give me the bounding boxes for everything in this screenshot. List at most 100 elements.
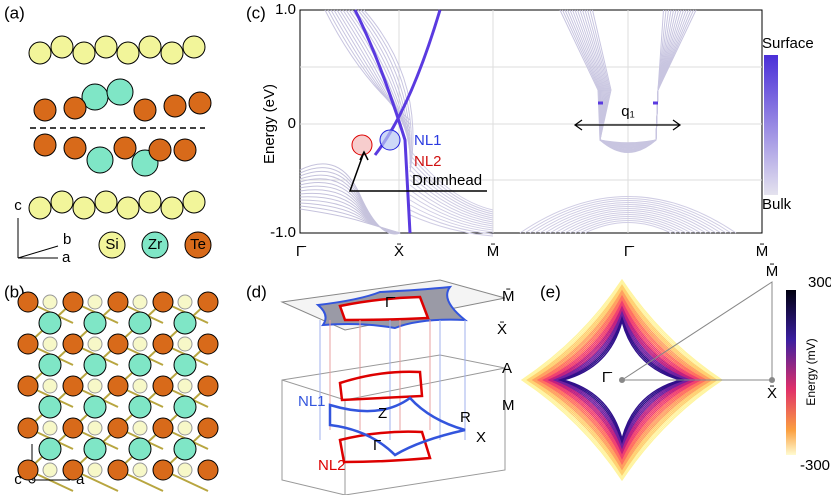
bulk-band [534, 202, 722, 234]
panel-e: (e) Energy (mV) 300 -300 M̄ Γ̄ X̄ [520, 263, 831, 482]
zr-atom [128, 353, 152, 377]
zr-atom [173, 437, 197, 461]
si-atom [116, 41, 140, 65]
nl2-proj [338, 295, 430, 322]
nl1-loop [328, 396, 466, 457]
bulk-band [348, 9, 411, 153]
zr-atom [38, 311, 62, 335]
colorbar-label: Surface [762, 35, 814, 52]
si-atom [50, 190, 74, 214]
te-atom [152, 333, 174, 355]
te-atom [107, 417, 129, 439]
x-tick-label: M̄ [756, 243, 769, 260]
point-label: A [502, 360, 512, 377]
te-atom [33, 133, 57, 157]
si-atom [72, 196, 96, 220]
bulk-band [409, 189, 494, 227]
si-atom [132, 420, 148, 436]
panel-c: (c) Energy (eV) 1.0 0 -1.0 Γ̄ X̄ M̄ Γ̄ M… [246, 1, 814, 260]
te-atom [197, 459, 219, 481]
x-tick-label: Γ̄ [296, 243, 306, 260]
bulk-band [569, 216, 687, 234]
bulk-band [354, 9, 411, 161]
te-atom [62, 291, 84, 313]
bulk-band [539, 204, 717, 234]
zr-atom [38, 437, 62, 461]
x-tick-label: M̄ [487, 243, 500, 260]
te-atom [133, 98, 157, 122]
si-atom [87, 294, 103, 310]
line-label: NL1 [298, 393, 326, 410]
te-atom [17, 417, 39, 439]
si-atom [50, 35, 74, 59]
zr-atom [86, 146, 114, 174]
zr-atom [128, 395, 152, 419]
te-atom [17, 459, 39, 481]
point-label: X̄ [497, 321, 507, 338]
si-atom [28, 196, 52, 220]
point-label: M̄ [502, 288, 515, 305]
bulk-band [559, 212, 697, 234]
bulk-band [409, 149, 494, 211]
legend-swatch [141, 231, 169, 259]
arrow [348, 150, 487, 192]
te-atom [152, 417, 174, 439]
si-atom [132, 336, 148, 352]
bulk-band [409, 169, 494, 219]
si-atom [87, 420, 103, 436]
si-atom [72, 41, 96, 65]
bulk-band [357, 9, 411, 165]
te-atom [148, 138, 172, 162]
te-atom [197, 375, 219, 397]
zr-atom [83, 437, 107, 461]
si-atom [42, 294, 58, 310]
te-atom [197, 417, 219, 439]
bulk-band [579, 220, 677, 234]
bulk-band [409, 194, 494, 229]
panel-d: (d) M̄ X̄ Γ̄ A M R ZΓ X NL1 NL2 [246, 279, 515, 496]
si-atom [87, 378, 103, 394]
bulk-band [519, 196, 737, 234]
bz-point [769, 377, 775, 383]
panel-b: (b) b c a [4, 282, 219, 492]
panel-label: (e) [540, 282, 561, 301]
y-tick-label: 1.0 [275, 1, 296, 18]
point-label: Z [378, 405, 387, 422]
zr-atom [83, 395, 107, 419]
zr-atom [173, 311, 197, 335]
zr-atom [128, 437, 152, 461]
si-atom [182, 35, 206, 59]
nl2-loop [338, 370, 424, 402]
axis-label: c [14, 471, 22, 488]
box [281, 354, 506, 496]
bulk-band [554, 210, 702, 234]
panel-label: (d) [246, 282, 267, 301]
si-atom [177, 462, 193, 478]
bulk-band [574, 218, 682, 234]
te-atom [173, 138, 197, 162]
te-atom [163, 94, 187, 118]
zr-atom [106, 78, 134, 106]
annotation: NL2 [414, 153, 442, 170]
point-label: X [476, 429, 486, 446]
te-atom [152, 375, 174, 397]
te-atom [152, 291, 174, 313]
colorbar [764, 55, 778, 195]
annotation: NL1 [414, 132, 442, 149]
te-atom [62, 459, 84, 481]
si-atom [42, 336, 58, 352]
bulk-band [524, 198, 732, 234]
colorbar-tick: 300 [808, 274, 831, 291]
bulk-band [409, 159, 494, 215]
te-atom [107, 291, 129, 313]
te-atom [63, 136, 87, 160]
si-atom [116, 196, 140, 220]
bulk-band [529, 200, 727, 234]
te-atom [152, 459, 174, 481]
te-atom [197, 333, 219, 355]
panel-label: (a) [4, 3, 25, 22]
si-atom [160, 196, 184, 220]
bulk-band [564, 214, 692, 234]
axis-label: b [63, 231, 71, 248]
